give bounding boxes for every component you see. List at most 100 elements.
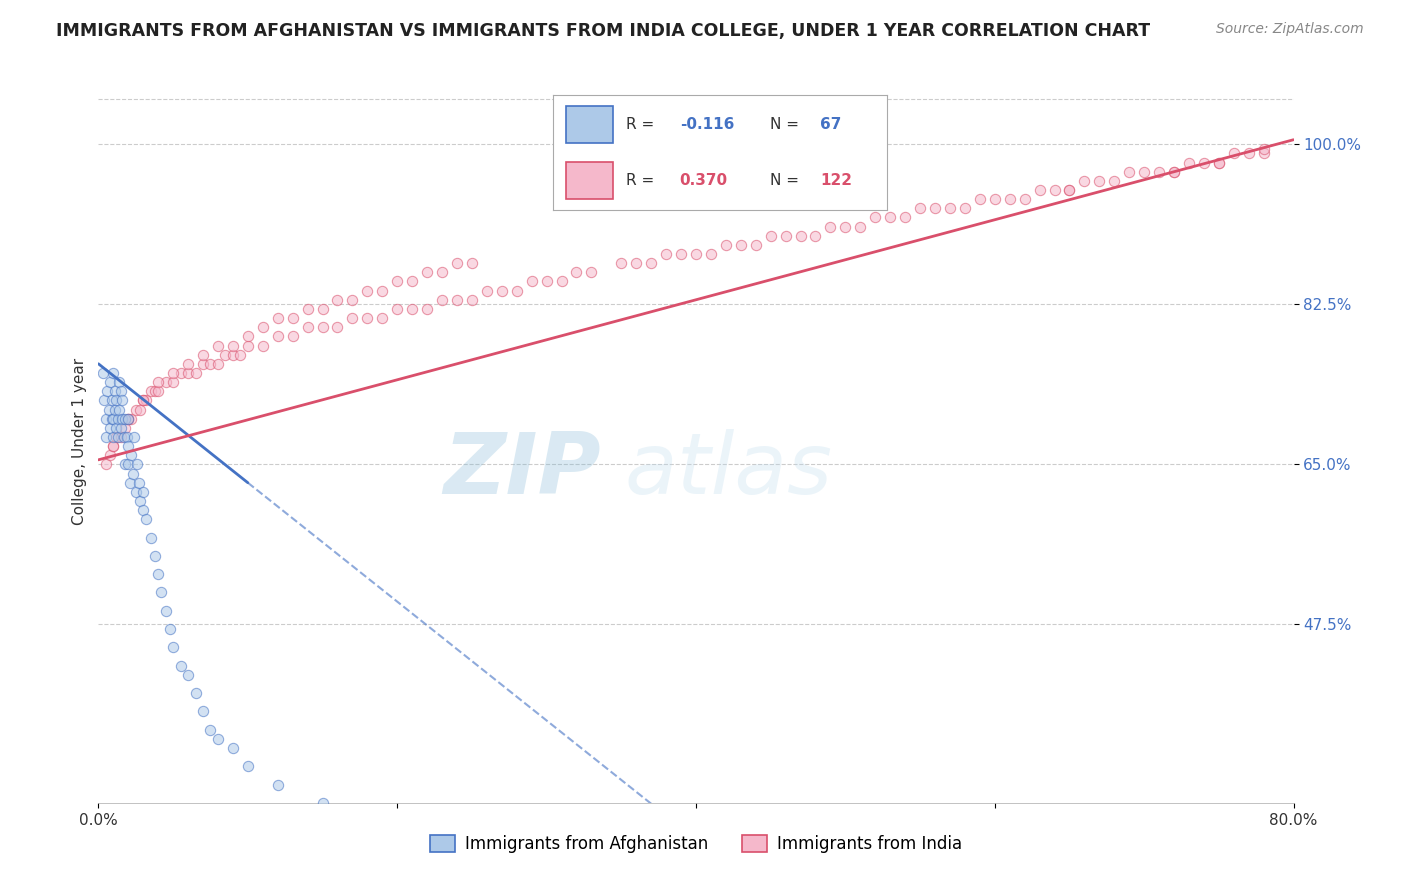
Point	[1014, 192, 1036, 206]
Point	[214, 348, 236, 362]
Text: ZIP: ZIP	[443, 429, 600, 512]
Point	[385, 814, 409, 829]
Point	[342, 293, 364, 307]
Point	[281, 329, 304, 343]
Point	[730, 238, 752, 252]
Point	[879, 211, 901, 225]
Point	[236, 329, 259, 343]
Point	[103, 366, 125, 380]
Point	[236, 759, 259, 773]
Point	[132, 503, 155, 517]
Point	[581, 265, 603, 279]
Point	[177, 366, 200, 380]
Point	[129, 402, 152, 417]
Point	[125, 484, 148, 499]
Point	[1043, 183, 1066, 197]
Point	[640, 256, 662, 270]
Point	[1178, 155, 1201, 169]
Point	[110, 421, 132, 435]
Point	[93, 393, 115, 408]
Point	[191, 704, 214, 718]
Point	[1147, 165, 1170, 179]
Point	[908, 202, 931, 216]
Point	[117, 439, 139, 453]
Point	[177, 667, 200, 681]
Point	[143, 384, 166, 399]
Point	[1133, 165, 1156, 179]
Point	[229, 348, 252, 362]
Point	[96, 384, 118, 399]
Point	[169, 366, 191, 380]
Point	[775, 228, 797, 243]
Point	[103, 439, 125, 453]
Point	[1253, 142, 1275, 156]
Point	[111, 393, 134, 408]
Point	[745, 238, 768, 252]
Point	[177, 357, 200, 371]
Point	[506, 284, 529, 298]
Point	[252, 338, 274, 352]
Point	[135, 512, 157, 526]
Point	[536, 851, 558, 865]
Point	[94, 411, 117, 425]
Point	[326, 320, 349, 334]
Point	[1163, 165, 1185, 179]
Point	[789, 228, 811, 243]
Point	[342, 311, 364, 326]
Point	[626, 256, 648, 270]
Point	[110, 430, 132, 444]
Point	[117, 411, 139, 425]
Point	[311, 796, 333, 810]
Point	[356, 311, 378, 326]
Point	[356, 805, 378, 819]
Point	[98, 421, 122, 435]
Point	[98, 448, 122, 462]
Point	[446, 256, 468, 270]
Text: IMMIGRANTS FROM AFGHANISTAN VS IMMIGRANTS FROM INDIA COLLEGE, UNDER 1 YEAR CORRE: IMMIGRANTS FROM AFGHANISTAN VS IMMIGRANT…	[56, 22, 1150, 40]
Point	[127, 458, 149, 472]
Point	[139, 384, 162, 399]
Point	[565, 265, 588, 279]
Point	[148, 567, 170, 582]
Point	[849, 219, 872, 234]
Point	[416, 301, 439, 316]
Point	[128, 475, 150, 490]
Point	[107, 411, 129, 425]
Point	[135, 393, 157, 408]
Point	[112, 430, 135, 444]
Point	[536, 275, 558, 289]
Point	[1163, 165, 1185, 179]
Point	[94, 458, 117, 472]
Point	[430, 293, 453, 307]
Point	[184, 686, 207, 700]
Point	[104, 384, 127, 399]
Point	[110, 384, 132, 399]
Point	[1208, 155, 1230, 169]
Point	[385, 275, 409, 289]
Point	[865, 211, 887, 225]
Legend: Immigrants from Afghanistan, Immigrants from India: Immigrants from Afghanistan, Immigrants …	[423, 828, 969, 860]
Point	[132, 484, 155, 499]
Point	[998, 192, 1021, 206]
Point	[297, 320, 319, 334]
Point	[1223, 146, 1246, 161]
Point	[120, 411, 142, 425]
Point	[550, 275, 572, 289]
Point	[162, 366, 184, 380]
Point	[804, 228, 827, 243]
Point	[124, 430, 146, 444]
Point	[98, 375, 122, 389]
Point	[118, 475, 141, 490]
Point	[416, 823, 439, 838]
Point	[759, 228, 782, 243]
Point	[191, 348, 214, 362]
Point	[169, 658, 191, 673]
Point	[953, 202, 976, 216]
Point	[700, 247, 723, 261]
Point	[685, 247, 707, 261]
Point	[461, 832, 484, 847]
Point	[1253, 146, 1275, 161]
Point	[1059, 183, 1081, 197]
Point	[108, 375, 131, 389]
Point	[326, 293, 349, 307]
